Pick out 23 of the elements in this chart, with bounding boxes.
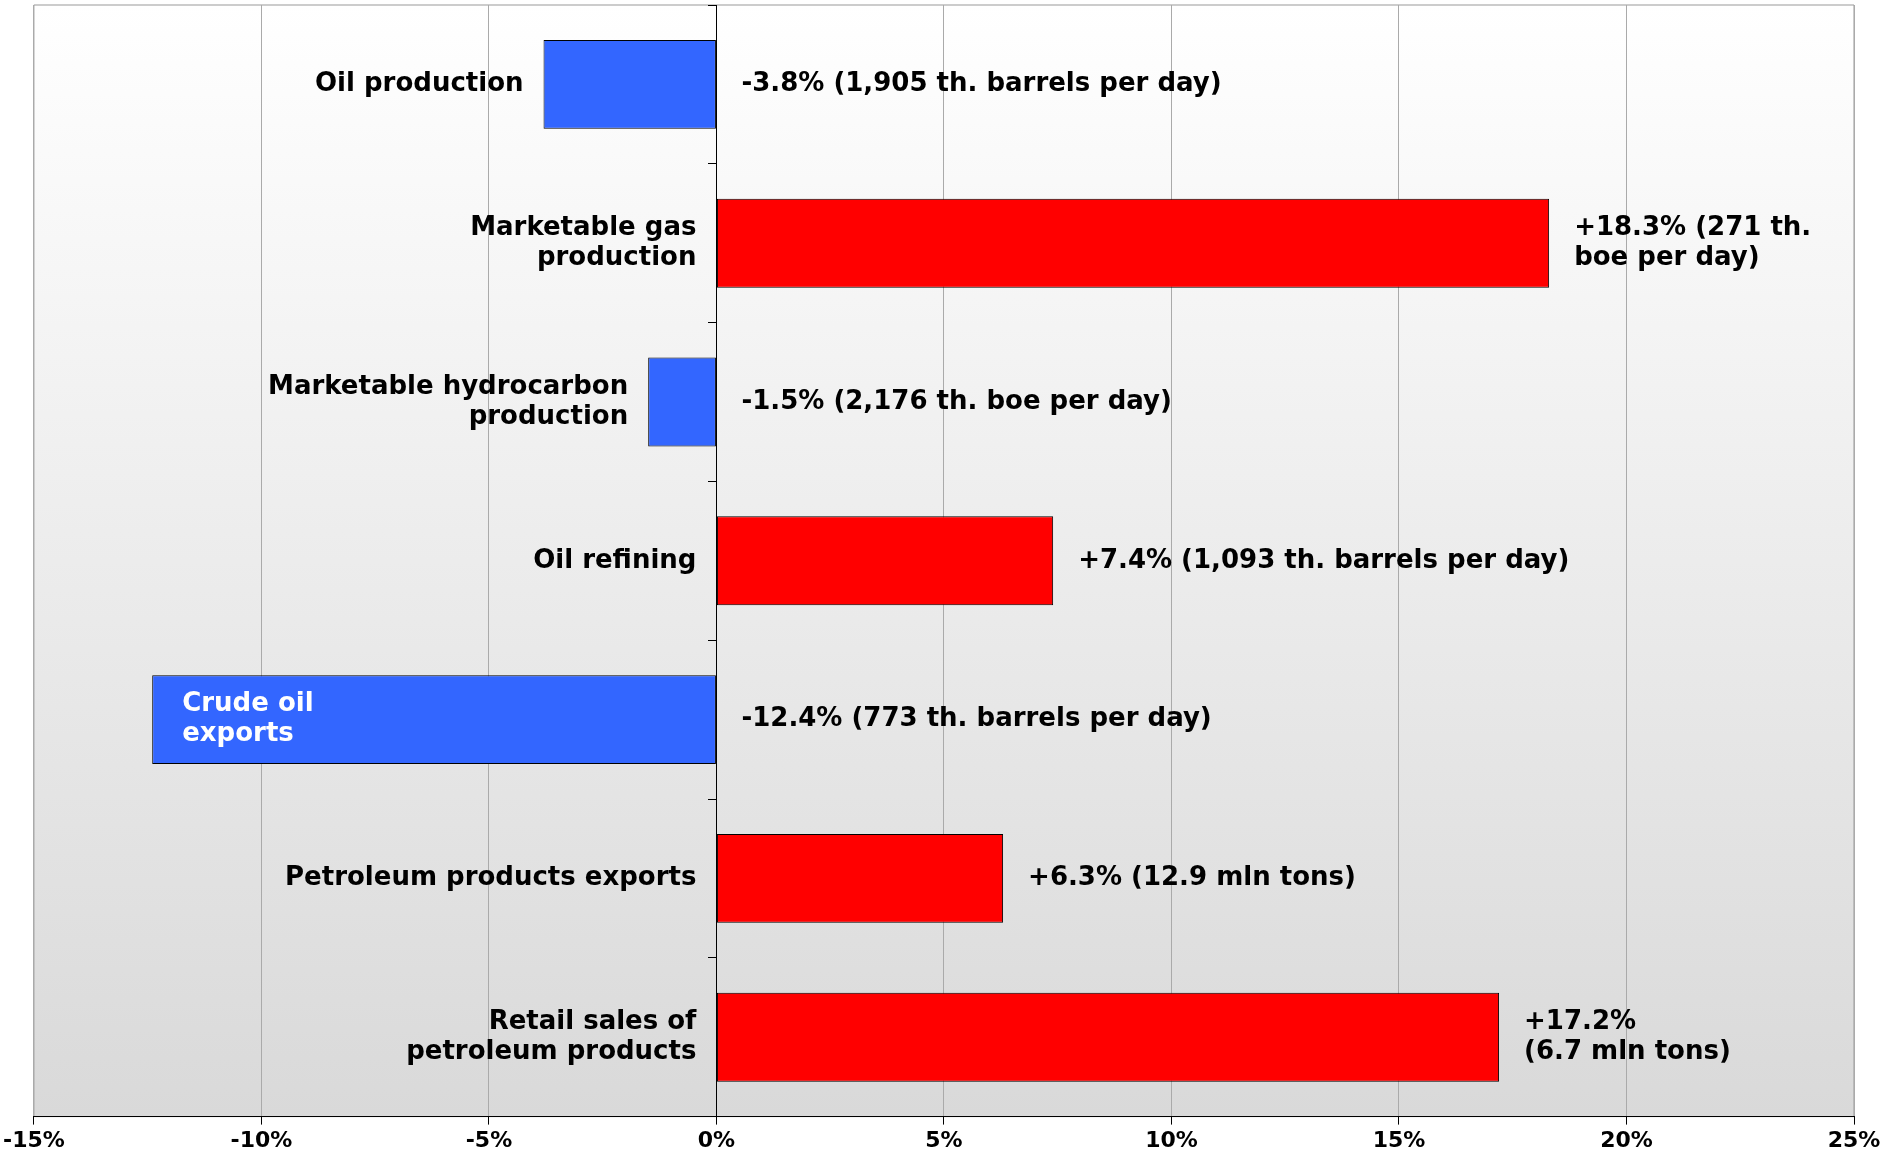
data-label: +18.3% (271 th. boe per day) — [1574, 210, 1812, 271]
x-tick-label: 20% — [1600, 1126, 1653, 1152]
y-tick-label: Retail sales of petroleum products — [406, 1004, 698, 1065]
x-tick-label: 25% — [1827, 1126, 1881, 1152]
x-tick-label: -15% — [3, 1126, 65, 1152]
data-label: -3.8% (1,905 th. barrels per day) — [741, 67, 1222, 98]
data-label: +7.4% (1,093 th. barrels per day) — [1078, 543, 1570, 574]
data-label: +17.2% (6.7 mln tons) — [1524, 1004, 1731, 1065]
y-tick-label: Crude oil exports — [182, 687, 314, 748]
data-label: -1.5% (2,176 th. boe per day) — [741, 384, 1172, 415]
y-tick-label: Marketable gas production — [470, 210, 697, 271]
x-tick-label: 5% — [925, 1126, 963, 1152]
x-tick-label: 10% — [1145, 1126, 1198, 1152]
y-tick-label: Petroleum products exports — [285, 861, 697, 892]
x-tick-label: -10% — [230, 1126, 293, 1152]
y-tick-label: Oil production — [314, 67, 524, 98]
data-label: +6.3% (12.9 mln tons) — [1028, 861, 1356, 892]
y-tick-label: Marketable hydrocarbon production — [268, 369, 629, 430]
x-tick-label: -5% — [465, 1126, 513, 1152]
x-tick-label: 0% — [697, 1126, 736, 1152]
x-tick-label: 15% — [1372, 1126, 1426, 1152]
y-tick-label: Oil refining — [533, 543, 697, 574]
data-label: -12.4% (773 th. barrels per day) — [741, 702, 1212, 733]
